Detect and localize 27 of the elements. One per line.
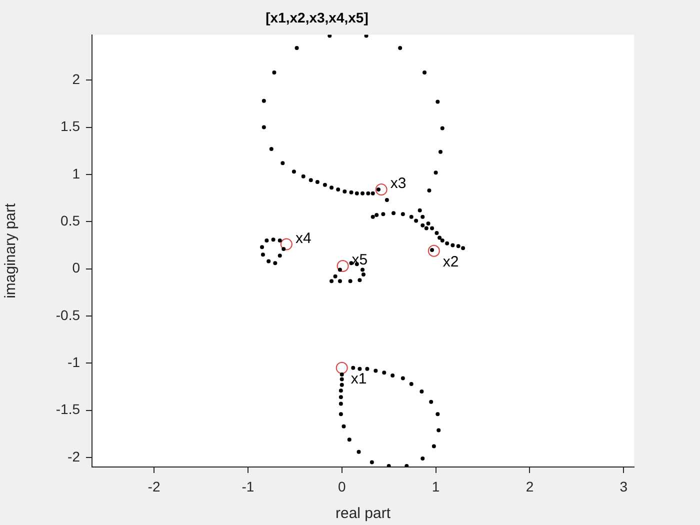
- x-tick-label: -1: [242, 478, 254, 494]
- y-tick-label: 1: [72, 165, 80, 182]
- x-tick-label: -2: [148, 478, 160, 494]
- x-tick-label: 0: [338, 478, 346, 494]
- point: [375, 184, 388, 196]
- y-tick-label: -1.5: [56, 401, 80, 418]
- x-tick-label: 2: [526, 478, 534, 494]
- annotation: x4: [295, 230, 312, 247]
- y-axis-title: imaginary part: [2, 202, 20, 298]
- point: [428, 244, 440, 257]
- y-tick-label: -0.5: [56, 306, 80, 323]
- x-tick-label: 1: [432, 478, 440, 494]
- y-tick-label: 0: [72, 260, 80, 276]
- y-tick-label: -1: [68, 354, 80, 370]
- x-tick-label: 3: [620, 478, 628, 494]
- x-axis-title: real part: [335, 505, 392, 522]
- y-tick-label: -2: [68, 448, 80, 464]
- annotation: x2: [442, 254, 459, 271]
- point: [336, 260, 349, 272]
- y-tick-label: 0.5: [60, 212, 80, 229]
- y-tick-label: 2: [72, 70, 80, 87]
- annotation: x1: [350, 370, 367, 388]
- annotation: x3: [390, 175, 406, 192]
- y-tick-label: 1.5: [60, 118, 80, 134]
- chart-title: [x1,x2,x3,x4,x5]: [266, 9, 368, 26]
- point: [336, 362, 348, 374]
- point: [280, 238, 292, 250]
